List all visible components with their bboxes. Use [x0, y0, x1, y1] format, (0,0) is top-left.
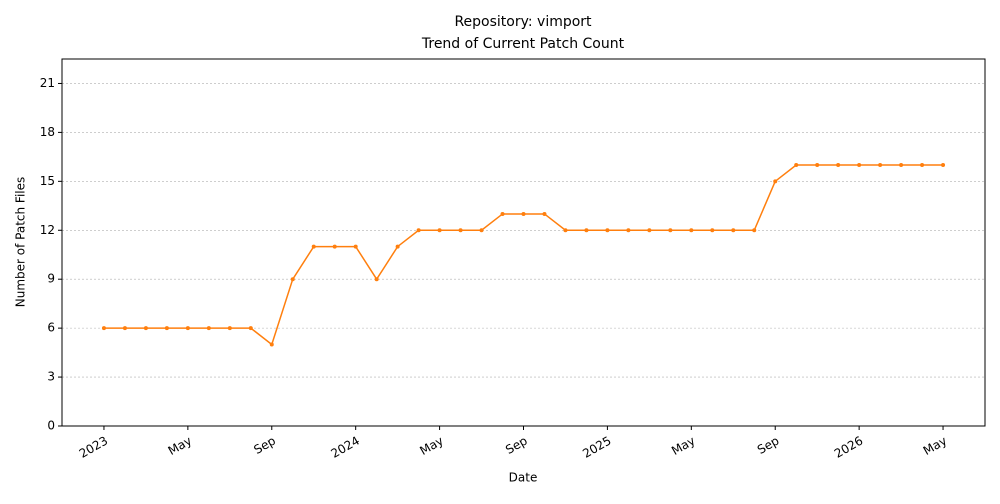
y-tick-label: 9: [47, 272, 55, 286]
marker: [353, 244, 358, 249]
marker: [479, 228, 484, 233]
y-tick-label: 6: [47, 321, 55, 335]
marker: [311, 244, 316, 249]
marker: [941, 163, 946, 168]
x-tick-label: Sep: [251, 434, 278, 457]
x-tick-label: May: [417, 434, 445, 459]
x-tick-label: May: [166, 434, 194, 459]
line: [103, 164, 944, 346]
marker: [836, 163, 841, 168]
marker: [374, 277, 379, 282]
marker: [815, 163, 820, 168]
marker: [290, 277, 295, 282]
x-tick-label: Sep: [503, 434, 530, 457]
marker: [752, 228, 757, 233]
marker: [395, 244, 400, 249]
x-axis-label: Date: [509, 471, 538, 485]
y-tick-label: 3: [47, 370, 55, 384]
y-tick-label: 15: [40, 174, 55, 188]
x-tick-label: Sep: [755, 434, 782, 457]
marker: [773, 179, 778, 184]
marker: [584, 228, 589, 233]
x-tick-label: 2026: [832, 434, 865, 461]
plot-frame: [61, 58, 986, 427]
marker: [542, 211, 547, 216]
marker: [689, 228, 694, 233]
marker: [710, 228, 715, 233]
marker: [248, 326, 253, 331]
marker: [458, 228, 463, 233]
marker: [206, 326, 211, 331]
marker: [227, 326, 232, 331]
marker: [920, 163, 925, 168]
y-tick-label: 21: [40, 76, 55, 90]
marker: [143, 326, 148, 331]
marker: [521, 211, 526, 216]
marker: [668, 228, 673, 233]
x-tick-label: 2023: [77, 434, 110, 461]
x-tick-label: May: [669, 434, 697, 459]
marker: [332, 244, 337, 249]
x-tick-label: 2024: [328, 434, 361, 461]
marker: [269, 342, 274, 347]
marker: [794, 163, 799, 168]
chart-subtitle: Trend of Current Patch Count: [421, 36, 625, 52]
marker: [626, 228, 631, 233]
marker: [101, 326, 106, 331]
x-tick-label: May: [921, 434, 949, 459]
chart-title: Repository: vimport: [454, 14, 592, 30]
marker: [857, 163, 862, 168]
marker: [563, 228, 568, 233]
marker: [164, 326, 169, 331]
x-tick-label: 2025: [580, 434, 613, 461]
marker: [605, 228, 610, 233]
marker: [878, 163, 883, 168]
marker: [647, 228, 652, 233]
marker: [731, 228, 736, 233]
y-axis-label: Number of Patch Files: [14, 177, 28, 308]
y-tick-label: 18: [40, 125, 55, 139]
marker: [437, 228, 442, 233]
marker: [500, 211, 505, 216]
marker: [899, 163, 904, 168]
y-tick-label: 0: [47, 419, 55, 433]
y-tick-label: 12: [40, 223, 55, 237]
marker: [185, 326, 190, 331]
marker: [122, 326, 127, 331]
marker: [416, 228, 421, 233]
